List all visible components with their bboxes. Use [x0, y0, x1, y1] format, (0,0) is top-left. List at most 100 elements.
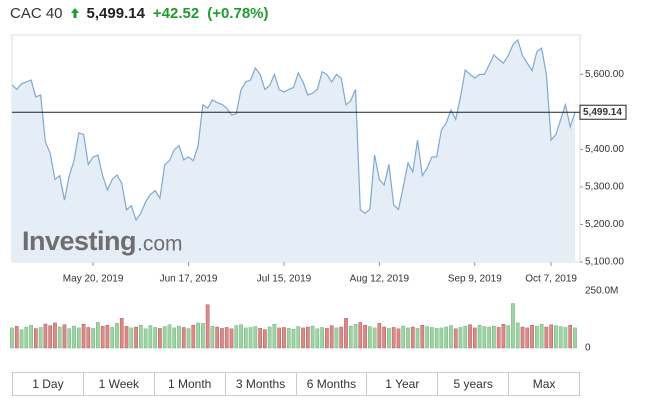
- volume-bar: [544, 326, 549, 349]
- volume-bar: [119, 318, 124, 349]
- volume-bar: [325, 328, 329, 349]
- x-tick-label: Sep 9, 2019: [448, 274, 502, 285]
- range-button[interactable]: 5 years: [438, 373, 510, 395]
- volume-bar: [96, 322, 100, 349]
- volume-bar: [434, 328, 439, 349]
- volume-bar: [267, 326, 272, 349]
- volume-bar: [224, 327, 229, 349]
- volume-bar: [339, 326, 344, 349]
- range-buttons: 1 Day 1 Week 1 Month 3 Months 6 Months 1 Year…: [12, 372, 580, 396]
- range-button[interactable]: 1 Day: [13, 373, 84, 395]
- symbol: CAC 40: [10, 5, 63, 22]
- volume-bar: [401, 325, 406, 349]
- volume-bar: [162, 326, 167, 349]
- volume-bar: [282, 327, 286, 349]
- volume-bar: [492, 325, 496, 349]
- volume-bar: [487, 326, 491, 349]
- volume-bar: [272, 324, 277, 349]
- volume-bar: [358, 322, 363, 349]
- volume-bar: [468, 324, 472, 349]
- volume-bar: [329, 325, 334, 349]
- volume-bar: [554, 325, 558, 349]
- volume-bar: [148, 325, 153, 349]
- volume-bar: [286, 328, 291, 349]
- watermark-suffix: .com: [137, 233, 183, 256]
- range-button[interactable]: 1 Year: [367, 373, 439, 395]
- volume-bar: [229, 328, 234, 349]
- volume-bar: [158, 328, 162, 349]
- volume-bar: [72, 325, 76, 349]
- volume-bar: [62, 324, 67, 349]
- volume-bar: [138, 324, 143, 349]
- volume-bar: [34, 328, 38, 349]
- volume-bar: [387, 328, 391, 349]
- volume-bar: [482, 326, 487, 349]
- volume-bar: [406, 327, 410, 349]
- x-tick-label: Jul 15, 2019: [257, 274, 312, 285]
- volume-bar: [167, 324, 172, 349]
- volume-bar: [57, 326, 62, 349]
- volume-bar: [124, 326, 129, 349]
- volume-bar: [220, 328, 224, 349]
- change-percent: (+0.78%): [207, 5, 269, 22]
- volume-bar: [372, 327, 377, 349]
- range-button[interactable]: Max: [532, 377, 556, 391]
- range-button[interactable]: 6 Months: [297, 373, 368, 395]
- y-tick-label: 5,300.00: [585, 182, 624, 193]
- volume-bar: [200, 323, 205, 349]
- volume-bar: [172, 327, 177, 349]
- volume-bar: [76, 327, 81, 349]
- volume-bar: [19, 329, 24, 349]
- volume-bar: [458, 327, 463, 349]
- volume-bar: [67, 328, 72, 349]
- last-price-box: [579, 104, 627, 120]
- volume-bar: [396, 328, 401, 349]
- volume-bar: [453, 328, 458, 349]
- volume-bar: [277, 327, 282, 349]
- price-area: [12, 39, 575, 262]
- volume-bar: [425, 326, 429, 349]
- volume-bar: [81, 324, 86, 349]
- volume-tick-label: 250.0M: [585, 286, 618, 297]
- y-tick-label: 5,400.00: [585, 144, 624, 155]
- volume-bar: [353, 324, 358, 349]
- price: 5,499.14: [86, 5, 145, 22]
- volume-bar: [110, 327, 115, 349]
- volume-bar: [129, 327, 134, 349]
- volume-bar: [143, 328, 148, 349]
- x-tick-label: Aug 12, 2019: [350, 274, 410, 285]
- volume-bar: [53, 322, 57, 349]
- range-button[interactable]: 3 Months: [226, 373, 297, 395]
- volume-bar: [48, 325, 53, 349]
- volume-bar: [463, 325, 468, 349]
- volume-bar: [320, 327, 324, 349]
- y-tick-label: 5,200.00: [585, 219, 624, 230]
- up-arrow: [70, 8, 79, 18]
- volume-bar: [496, 327, 501, 349]
- volume-bar: [105, 324, 110, 349]
- volume-bar: [334, 327, 339, 349]
- volume-bar: [86, 327, 91, 349]
- volume-bar: [153, 327, 157, 349]
- volume-bar: [24, 326, 29, 349]
- volume-bar: [568, 324, 573, 349]
- volume-bar: [253, 326, 258, 349]
- volume-bar: [382, 326, 387, 349]
- volume-bar: [573, 327, 577, 349]
- volume-bar: [520, 326, 525, 349]
- volume-bar: [420, 324, 425, 349]
- x-tick-label: Oct 7, 2019: [525, 274, 577, 285]
- volume-bar: [38, 327, 43, 349]
- volume-bar: [472, 327, 477, 349]
- volume-bar: [511, 303, 515, 349]
- y-tick-label: 5,100.00: [585, 257, 624, 268]
- volume-bar: [186, 328, 191, 349]
- volume-bar: [430, 327, 434, 349]
- range-button[interactable]: 1 Week: [84, 373, 155, 395]
- volume-bar: [291, 329, 296, 349]
- volume-bar: [410, 326, 415, 349]
- volume-bar: [196, 322, 200, 349]
- range-button[interactable]: 1 Month: [155, 373, 226, 395]
- volume-bar: [134, 326, 138, 349]
- volume-bar: [477, 324, 482, 349]
